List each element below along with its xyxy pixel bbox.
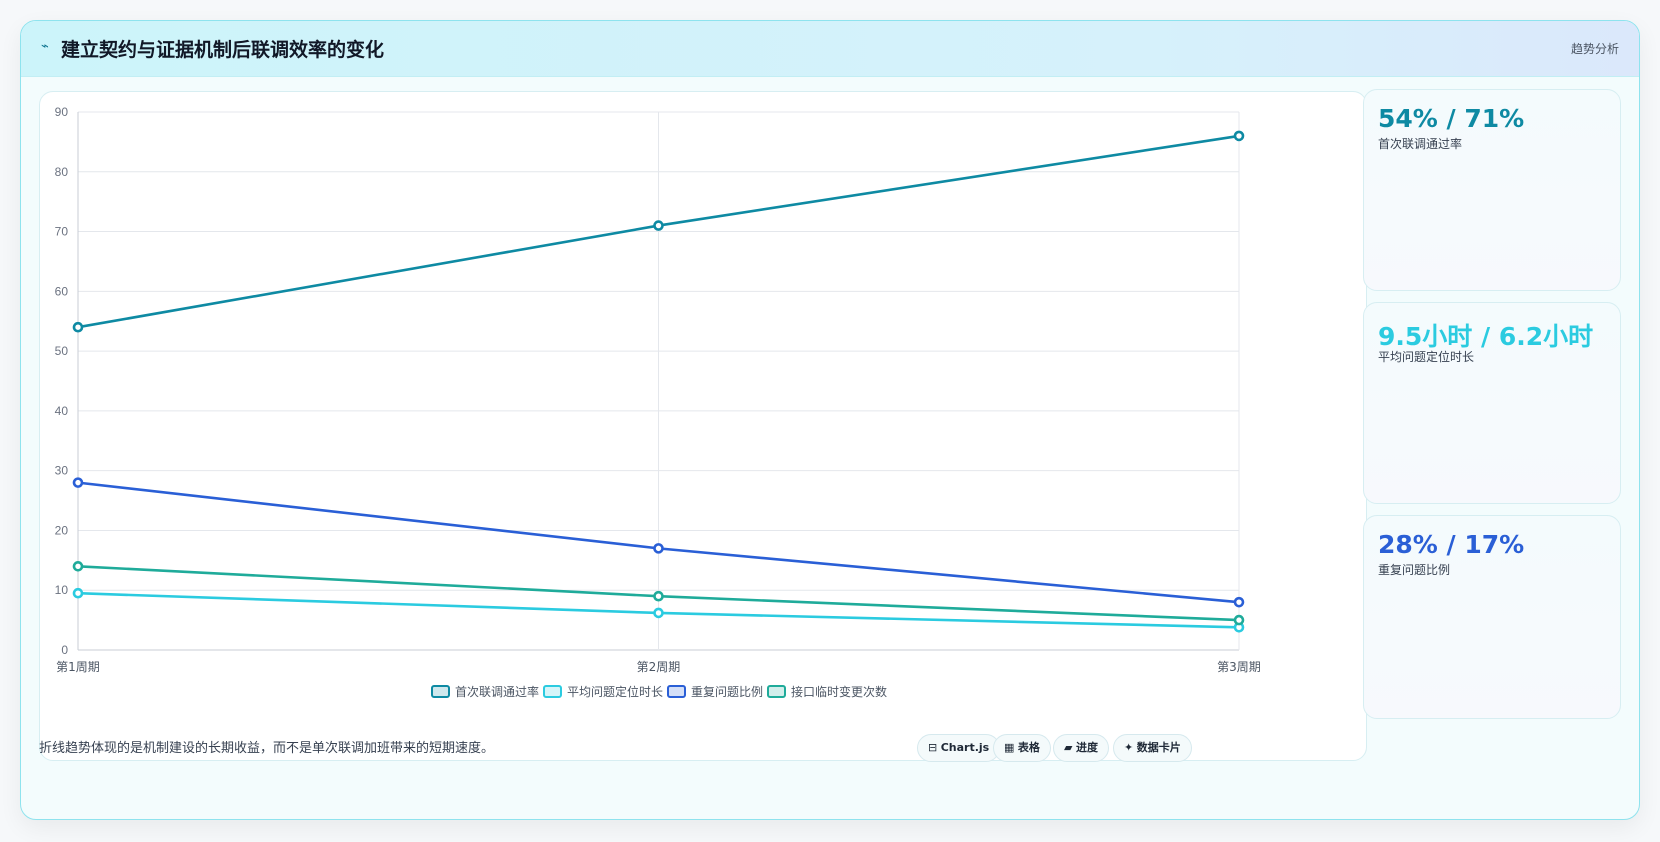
data-point [653,590,664,602]
data-point [72,321,84,333]
card-icon: ✦ [1124,741,1134,754]
y-tick-label: 90 [55,105,69,119]
card-header: ⌁ 建立契约与证据机制后联调效率的变化 趋势分析 [21,21,1639,77]
stat-label: 平均问题定位时长 [1378,350,1475,364]
pill-label: 进度 [1075,741,1098,754]
legend-label: 平均问题定位时长 [567,684,663,699]
trend-tag: 趋势分析 [1570,42,1619,56]
page-title: 建立契约与证据机制后联调效率的变化 [61,39,385,61]
y-tick-label: 40 [55,404,69,418]
legend-label: 重复问题比例 [691,685,763,699]
y-tick-label: 80 [55,165,69,179]
data-point [1233,596,1245,608]
progress-pill[interactable]: ▰ 进度 [1053,734,1109,762]
stat-value: 9.5小时 / 6.2小时 [1378,322,1594,351]
table-pill[interactable]: ▦ 表格 [993,734,1051,762]
stat-label: 首次联调通过率 [1378,137,1463,151]
stat-card-repeat-ratio: 28% / 17% 重复问题比例 [1363,515,1621,719]
x-tick-label: 第3周期 [1217,660,1261,674]
data-point [1233,130,1245,142]
chartjs-pill[interactable]: ⊟ Chart.js [917,734,1001,762]
chart-card: ⌁ 建立契约与证据机制后联调效率的变化 趋势分析 0 10 20 30 40 50 60 70… [20,20,1640,820]
stat-card-locate-time: 9.5小时 / 6.2小时 平均问题定位时长 [1363,302,1621,504]
stat-label: 重复问题比例 [1378,563,1451,577]
legend-swatch [543,685,562,698]
stat-value: 54% / 71% [1378,104,1525,133]
y-tick-label: 0 [61,643,68,657]
data-point [1233,614,1245,626]
legend-label: 接口临时变更次数 [791,684,887,699]
footer-note: 折线趋势体现的是机制建设的长期收益，而不是单次联调加班带来的短期速度。 [39,741,495,756]
y-tick-label: 50 [55,344,69,358]
progress-icon: ▰ [1064,741,1073,754]
data-point [72,561,84,572]
data-point [72,587,84,599]
legend-swatch [767,685,786,698]
x-tick-label: 第1周期 [56,660,100,674]
y-tick-label: 70 [55,225,69,239]
stat-value: 28% / 17% [1378,530,1525,559]
line-chart-panel: 0 10 20 30 40 50 60 70 80 90 第1周期 第2周期 第3周期首次联调通过率 平均… [39,91,1367,761]
data-point [653,607,664,619]
legend-swatch [667,685,686,698]
pill-label: Chart.js [940,741,990,754]
chart-icon: ⊟ [928,741,938,754]
y-tick-label: 20 [55,523,69,537]
stat-card-pass-rate: 54% / 71% 首次联调通过率 [1363,89,1621,291]
chart-line-icon: ⌁ [41,39,49,54]
y-tick-label: 60 [55,284,69,298]
pill-label: 表格 [1017,741,1040,754]
table-icon: ▦ [1004,741,1015,754]
x-tick-label: 第2周期 [637,660,681,674]
data-point [653,543,664,554]
legend-swatch [431,685,450,698]
pill-label: 数据卡片 [1136,741,1181,754]
y-tick-label: 30 [55,464,69,478]
data-point [72,477,84,488]
legend-label: 首次联调通过率 [455,684,539,699]
data-point [653,220,664,231]
y-tick-label: 10 [55,583,69,597]
data-card-pill[interactable]: ✦ 数据卡片 [1113,734,1192,762]
